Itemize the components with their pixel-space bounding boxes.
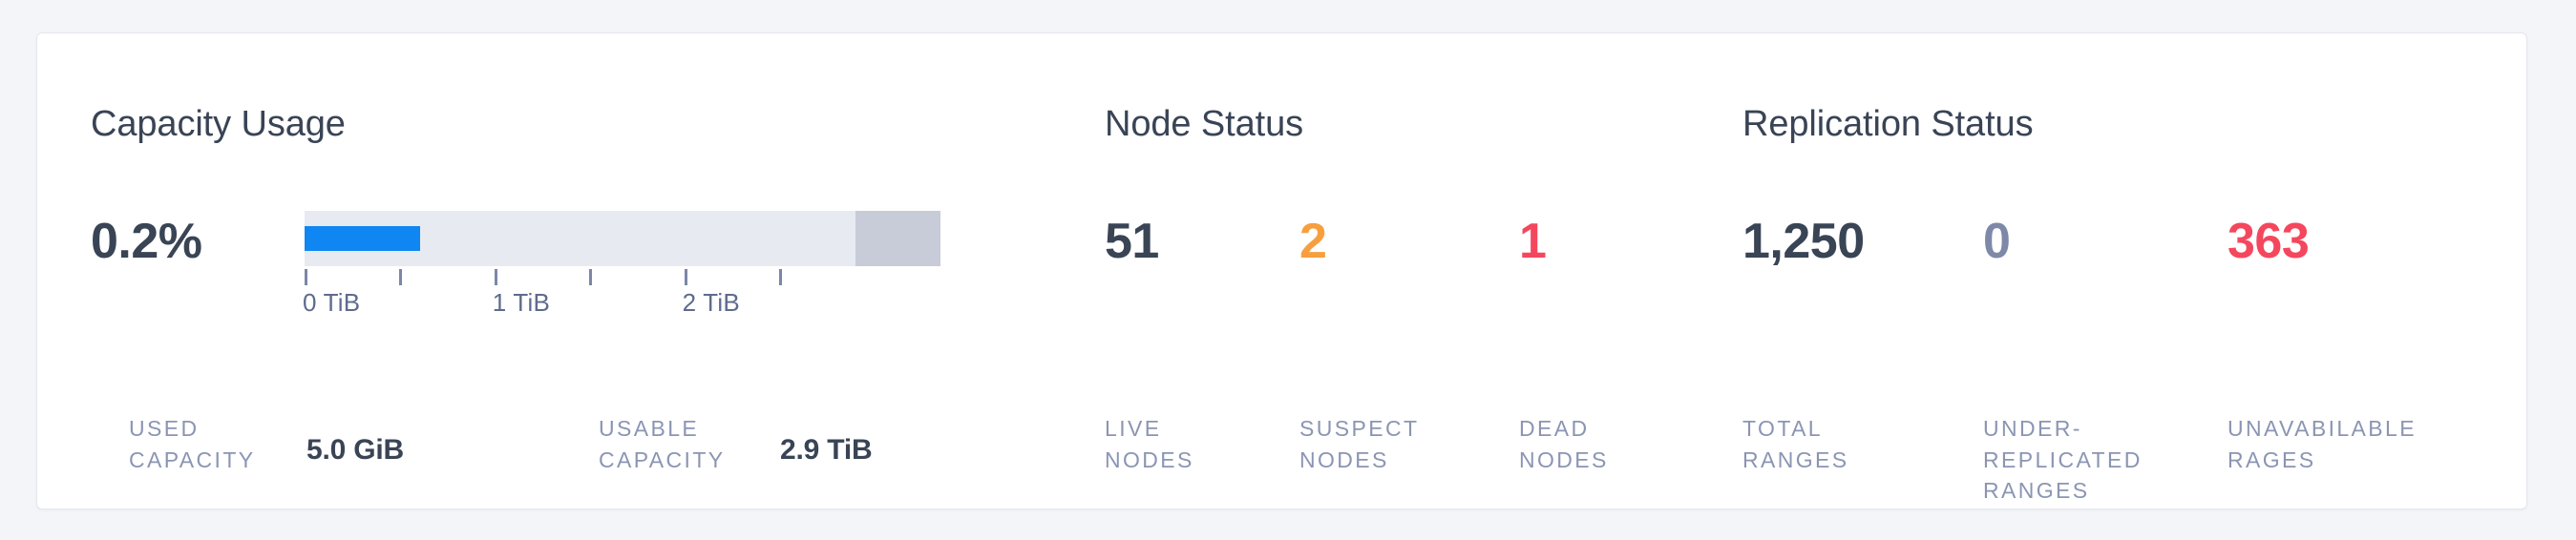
axis-tick <box>684 269 687 285</box>
capacity-usage-title: Capacity Usage <box>91 104 346 144</box>
capacity-percent-value: 0.2% <box>91 214 202 269</box>
used-capacity-label: USED CAPACITY <box>129 416 256 472</box>
capacity-axis: 0 TiB 1 TiB 2 TiB <box>303 269 940 317</box>
under-replicated-ranges-value: 0 <box>1983 214 2011 269</box>
usable-capacity-label: USABLE CAPACITY <box>599 416 726 472</box>
axis-tick <box>305 269 307 285</box>
capacity-usage-chart-row: 0.2% 0 TiB 1 TiB 2 TiB <box>91 211 1007 317</box>
dead-nodes-label: DEAD NODES <box>1519 416 1609 472</box>
total-ranges-value: 1,250 <box>1742 214 1865 269</box>
axis-tick <box>399 269 403 285</box>
capacity-track <box>305 211 940 266</box>
unavailable-ranges-value: 363 <box>2228 214 2310 269</box>
axis-tick-label: 1 TiB <box>492 288 551 317</box>
cluster-summary-card: Capacity Usage 0.2% 0 TiB 1 TiB 2 TiB USED… <box>36 32 2527 509</box>
axis-tick <box>589 269 593 285</box>
axis-tick-label: 0 TiB <box>303 288 361 317</box>
replication-status-section: Replication Status 1,250 TOTAL RANGES 0 … <box>1689 33 2526 509</box>
capacity-bar-chart: 0 TiB 1 TiB 2 TiB <box>303 211 940 317</box>
capacity-unusable-bar <box>855 211 940 266</box>
live-nodes-label: LIVE NODES <box>1105 416 1194 472</box>
axis-tick <box>494 269 497 285</box>
suspect-nodes-value: 2 <box>1299 214 1327 269</box>
dead-nodes-value: 1 <box>1519 214 1547 269</box>
capacity-used-bar <box>305 226 421 251</box>
used-capacity-value: 5.0 GiB <box>306 434 404 466</box>
unavailable-ranges-label: UNAVABILABLE RAGES <box>2228 416 2417 472</box>
under-replicated-ranges-label: UNDER- REPLICATED RANGES <box>1983 416 2143 504</box>
replication-status-title: Replication Status <box>1742 104 2034 144</box>
live-nodes-value: 51 <box>1105 214 1159 269</box>
capacity-usage-section: Capacity Usage 0.2% 0 TiB 1 TiB 2 TiB USED… <box>37 33 1049 509</box>
axis-tick-label: 2 TiB <box>682 288 740 317</box>
suspect-nodes-label: SUSPECT NODES <box>1299 416 1420 472</box>
node-status-title: Node Status <box>1105 104 1304 144</box>
axis-tick <box>779 269 782 285</box>
node-status-section: Node Status 51 LIVE NODES 2 SUSPECT NODE… <box>1049 33 1689 509</box>
usable-capacity-value: 2.9 TiB <box>780 434 873 466</box>
total-ranges-label: TOTAL RANGES <box>1742 416 1849 472</box>
